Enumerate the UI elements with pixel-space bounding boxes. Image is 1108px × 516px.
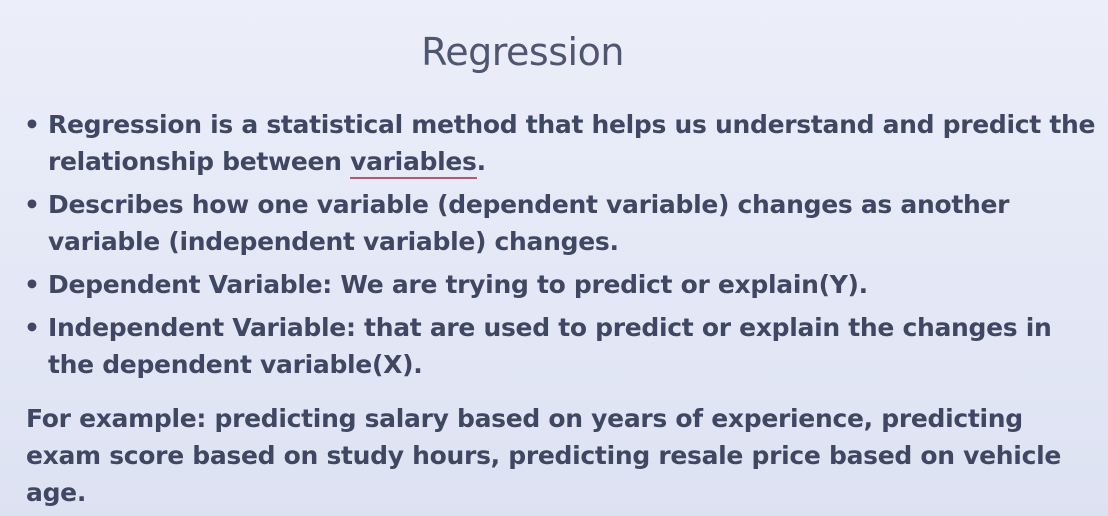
bullet-text: Independent Variable: that are used to p… xyxy=(48,313,1052,379)
bullet-text: Describes how one variable (dependent va… xyxy=(48,190,1010,256)
bullet-list: • Regression is a statistical method tha… xyxy=(22,106,1102,389)
bullet-item: • Regression is a statistical method tha… xyxy=(22,106,1102,180)
slide-title: Regression xyxy=(421,30,624,74)
bullet-dot-icon: • xyxy=(24,270,40,299)
bullet-item: • Independent Variable: that are used to… xyxy=(22,309,1102,383)
bullet-text: Regression is a statistical method that … xyxy=(48,110,1096,176)
bullet-dot-icon: • xyxy=(24,313,40,342)
bullet-text: Dependent Variable: We are trying to pre… xyxy=(48,270,868,299)
bullet-dot-icon: • xyxy=(24,110,40,139)
bullet-item: • Describes how one variable (dependent … xyxy=(22,186,1102,260)
bullet-item: • Dependent Variable: We are trying to p… xyxy=(22,266,1102,303)
bullet-dot-icon: • xyxy=(24,190,40,219)
example-paragraph: For example: predicting salary based on … xyxy=(26,404,1062,507)
underlined-term: variables xyxy=(350,147,477,179)
bullet-text-end: . xyxy=(476,147,487,176)
